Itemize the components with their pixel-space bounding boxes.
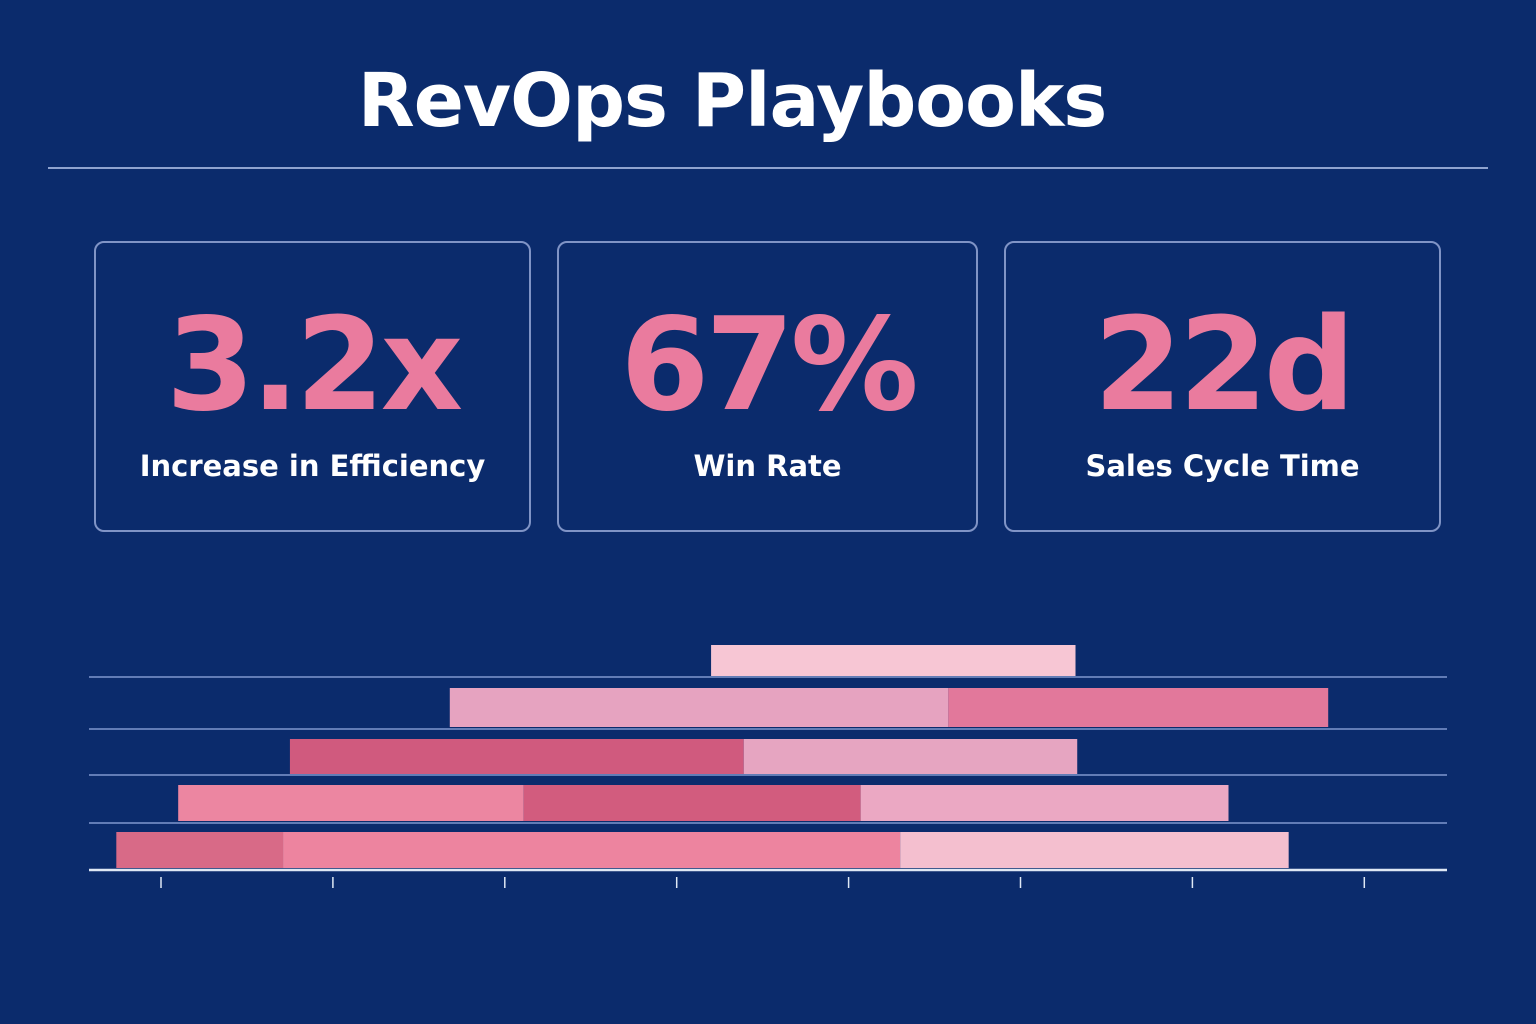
bar-segment <box>283 832 901 868</box>
stat-label: Increase in Efficiency <box>139 449 486 483</box>
bar-segment <box>116 832 284 868</box>
title-divider <box>48 167 1488 169</box>
stat-value: 3.2x <box>165 291 463 440</box>
stat-value: 67% <box>620 291 918 440</box>
page-title: RevOps Playbooks <box>357 58 1108 144</box>
stat-label: Win Rate <box>693 449 842 483</box>
stat-card-sales-cycle: 22d Sales Cycle Time <box>1004 241 1441 532</box>
stat-card-win-rate: 67% Win Rate <box>557 241 978 532</box>
stat-card-efficiency: 3.2x Increase in Efficiency <box>94 241 531 532</box>
bar-segment <box>289 739 744 774</box>
stat-value: 22d <box>1093 291 1356 440</box>
bar-segment <box>860 785 1229 821</box>
bar-segment <box>523 785 861 821</box>
bar-segment <box>178 785 524 821</box>
bar-segment <box>900 832 1289 868</box>
bar-segment <box>711 645 1076 676</box>
stat-label: Sales Cycle Time <box>1085 449 1360 483</box>
bar-segment <box>743 739 1078 774</box>
bar-segment <box>948 688 1329 727</box>
bar-segment <box>449 688 949 727</box>
